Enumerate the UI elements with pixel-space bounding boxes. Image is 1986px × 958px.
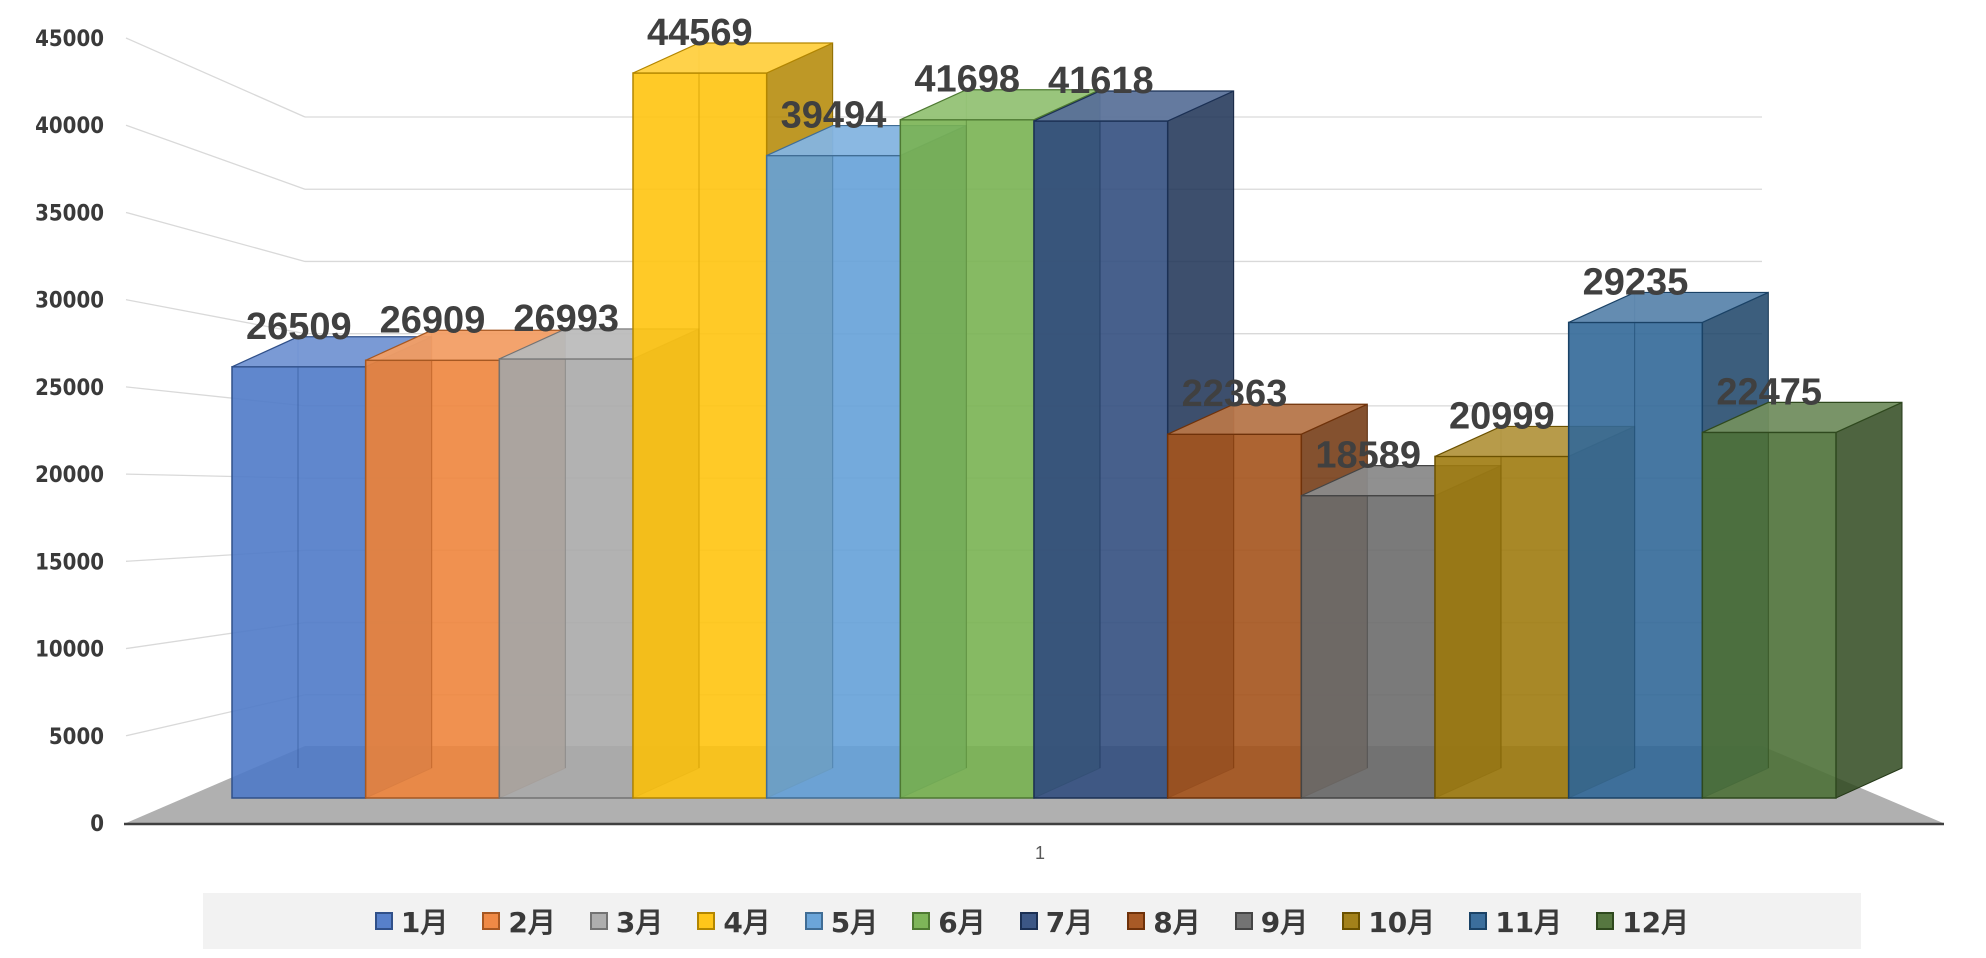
y-tick-label: 45000 (35, 27, 104, 52)
legend-item: 2月 (482, 901, 556, 941)
legend-label: 8月 (1153, 906, 1201, 939)
data-label: 44569 (647, 12, 753, 54)
legend-label: 12月 (1622, 906, 1690, 939)
legend-swatch (1469, 912, 1488, 930)
legend-item: 3月 (589, 901, 664, 941)
bar-top (632, 42, 833, 74)
legend-item: 4月 (697, 901, 771, 941)
legend-swatch (912, 912, 931, 930)
legend-swatch (482, 912, 501, 930)
legend-item: 10月 (1342, 901, 1435, 941)
legend-label: 5月 (830, 906, 879, 939)
y-tick-label: 35000 (35, 201, 104, 226)
bar-front (765, 154, 902, 799)
bar-front (231, 366, 367, 799)
legend-label: 1月 (400, 906, 449, 939)
legend-swatch (1127, 912, 1146, 930)
data-label: 41698 (914, 59, 1020, 101)
data-label: 20999 (1449, 395, 1555, 437)
legend-swatch (1234, 912, 1253, 930)
bar-front (899, 118, 1035, 799)
bar-top (1568, 291, 1769, 324)
legend-swatch (697, 912, 716, 930)
legend-swatch (1596, 912, 1615, 930)
gridline-diagonal (125, 211, 306, 263)
legend-label: 11月 (1495, 906, 1563, 939)
gridline-diagonal (125, 37, 306, 118)
data-label: 39494 (781, 95, 887, 137)
bar-front (1701, 431, 1837, 799)
legend-swatch (589, 912, 608, 930)
bar-top (1167, 403, 1368, 435)
legend-swatch (374, 912, 393, 930)
bar-front (498, 358, 634, 799)
bar-top (1702, 401, 1903, 434)
legend-item: 5月 (804, 901, 879, 941)
bar-side (1835, 401, 1903, 799)
bar-front (1166, 433, 1303, 799)
legend-item: 1月 (374, 901, 449, 941)
bar-front (1300, 494, 1436, 799)
bar-front (1434, 455, 1570, 799)
data-labels: 26509 26909 26993 44569 39494 41698 41618 22363… (246, 12, 1822, 477)
legend-swatch (1019, 912, 1038, 930)
legend-label: 9月 (1260, 906, 1309, 939)
legend-swatch (804, 912, 823, 930)
data-label: 18589 (1315, 435, 1421, 477)
legend-item: 12月 (1596, 901, 1689, 941)
data-label: 22363 (1182, 373, 1288, 415)
bars (231, 42, 1903, 799)
legend: 1月 2月 3月 4月 5月 6月 7月 8月 9月 10月 11月 12月 (203, 893, 1861, 949)
bar-front (632, 72, 768, 799)
y-axis: 0 5000 10000 15000 20000 25000 30000 35000 40000… (35, 27, 104, 837)
chart-canvas: 0 5000 10000 15000 20000 25000 30000 35000 40000… (35, 12, 1944, 863)
legend-label: 4月 (723, 906, 771, 939)
x-category-label: 1 (1035, 843, 1045, 863)
data-label: 26509 (246, 306, 352, 348)
legend-item: 7月 (1019, 901, 1094, 941)
data-label: 22475 (1716, 371, 1822, 413)
gridline-diagonal (125, 299, 306, 335)
y-tick-label: 40000 (35, 114, 104, 139)
y-tick-label: 15000 (35, 550, 104, 575)
bar-12 (1701, 401, 1903, 799)
legend-label: 2月 (508, 906, 556, 939)
legend-label: 6月 (938, 906, 986, 939)
bar-top (1033, 90, 1234, 122)
bar-front (1567, 321, 1704, 799)
y-tick-label: 10000 (35, 638, 104, 663)
data-label: 26909 (380, 299, 486, 341)
y-tick-label: 0 (90, 812, 104, 837)
legend-item: 6月 (912, 901, 986, 941)
y-tick-label: 30000 (35, 289, 104, 314)
legend-item: 8月 (1127, 901, 1201, 941)
legend-item: 9月 (1234, 901, 1309, 941)
data-label: 41618 (1048, 60, 1154, 102)
y-tick-label: 20000 (35, 463, 104, 488)
gridline-diagonal (125, 124, 306, 190)
legend-label: 7月 (1045, 906, 1094, 939)
legend-swatch (1342, 912, 1361, 930)
data-label: 26993 (513, 298, 619, 340)
legend-label: 3月 (615, 906, 664, 939)
legend-label: 10月 (1368, 906, 1436, 939)
data-label: 29235 (1583, 261, 1689, 303)
bar-top (900, 89, 1101, 121)
y-tick-label: 5000 (49, 725, 104, 750)
legend-item: 11月 (1469, 901, 1562, 941)
bar-front (1033, 120, 1169, 799)
bar-front (364, 359, 501, 799)
y-tick-label: 25000 (35, 376, 104, 401)
